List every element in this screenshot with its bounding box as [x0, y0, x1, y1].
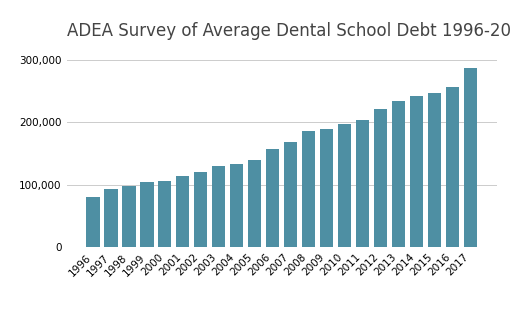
Bar	[463, 68, 477, 247]
Bar	[392, 101, 405, 247]
Bar	[356, 120, 369, 247]
Bar	[104, 189, 118, 247]
Text: ADEA Survey of Average Dental School Debt 1996-2017: ADEA Survey of Average Dental School Deb…	[67, 23, 512, 41]
Bar	[122, 186, 136, 247]
Bar	[140, 182, 154, 247]
Bar	[445, 87, 459, 247]
Bar	[230, 164, 243, 247]
Bar	[410, 96, 423, 247]
Bar	[338, 124, 351, 247]
Bar	[248, 160, 262, 247]
Bar	[302, 131, 315, 247]
Bar	[176, 176, 189, 247]
Bar	[86, 197, 100, 247]
Bar	[374, 109, 387, 247]
Bar	[284, 142, 297, 247]
Bar	[158, 181, 172, 247]
Bar	[266, 149, 280, 247]
Bar	[320, 129, 333, 247]
Bar	[428, 93, 441, 247]
Bar	[194, 172, 207, 247]
Bar	[212, 166, 225, 247]
